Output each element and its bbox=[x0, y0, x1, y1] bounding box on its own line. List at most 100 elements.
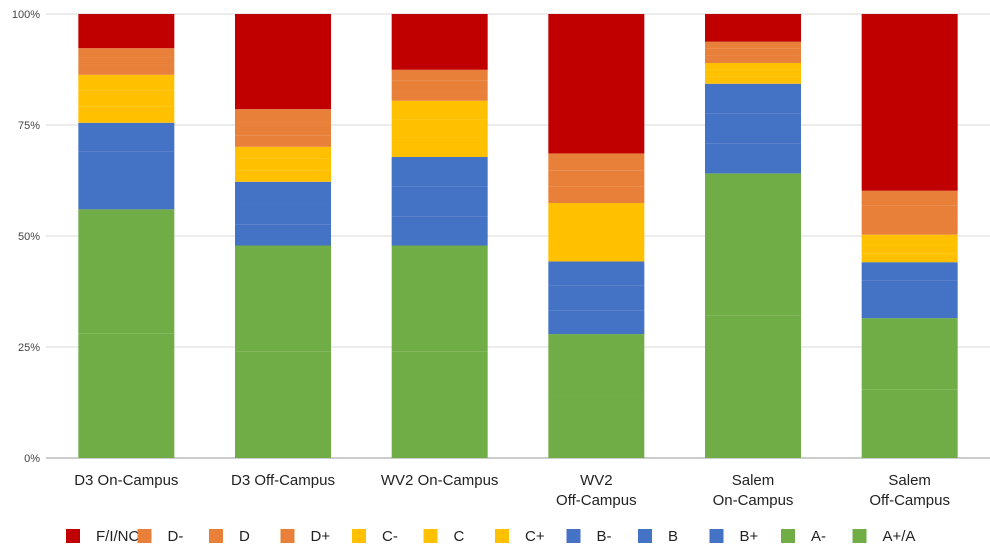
bar-segment bbox=[235, 135, 331, 147]
bar-segment bbox=[391, 80, 488, 92]
bar-segment bbox=[78, 14, 175, 49]
x-category-label: Off-Campus bbox=[869, 492, 950, 509]
bar-segment bbox=[548, 334, 645, 397]
bar-segment bbox=[78, 151, 175, 181]
legend-label: A- bbox=[811, 528, 826, 545]
bar-segment bbox=[391, 351, 488, 458]
bar-segment bbox=[861, 244, 958, 254]
bar-segment bbox=[78, 209, 175, 334]
legend-swatch bbox=[566, 529, 581, 543]
x-category-label: Salem bbox=[888, 472, 931, 489]
bar-segment bbox=[78, 90, 175, 107]
legend-label: D+ bbox=[311, 528, 331, 545]
bars bbox=[78, 14, 958, 458]
bar-segment bbox=[78, 74, 175, 91]
bar-segment bbox=[861, 299, 958, 319]
legend-swatch bbox=[209, 529, 223, 543]
legend: F/I/NC D- D D+ C- C C+ B- B B+ A- A+/A bbox=[66, 528, 915, 545]
legend-swatch bbox=[352, 529, 366, 543]
y-tick-label: 100% bbox=[12, 9, 40, 21]
bar-segment bbox=[705, 41, 801, 49]
bar-segment bbox=[78, 180, 175, 210]
x-category-label: WV2 On-Campus bbox=[381, 472, 499, 489]
legend-label: A+/A bbox=[883, 528, 916, 545]
bar-segment bbox=[391, 69, 488, 81]
bar-segment bbox=[391, 91, 488, 101]
gridlines bbox=[46, 13, 990, 459]
bar-segment bbox=[235, 203, 331, 225]
bar-segment bbox=[548, 153, 645, 171]
legend-swatch bbox=[495, 529, 509, 543]
bar-segment bbox=[391, 100, 488, 120]
bar-segment bbox=[548, 285, 645, 311]
bar-segment bbox=[705, 48, 801, 56]
y-tick-label: 75% bbox=[18, 120, 40, 132]
bar-segment bbox=[861, 389, 958, 458]
x-category-label: D3 Off-Campus bbox=[231, 472, 335, 489]
bar-segment bbox=[235, 224, 331, 246]
legend-label: C bbox=[454, 528, 465, 545]
bar-segment bbox=[705, 113, 801, 144]
bar-segment bbox=[861, 318, 958, 390]
legend-label: B+ bbox=[740, 528, 759, 545]
axes: 0% 25% 50% 75% 100% D3 On-Campus D3 Off-Campus… bbox=[12, 9, 950, 509]
legend-swatch bbox=[280, 529, 295, 543]
bar-segment bbox=[705, 55, 801, 63]
legend-swatch bbox=[781, 529, 795, 543]
bar-segment bbox=[861, 220, 958, 235]
legend-swatch bbox=[852, 529, 867, 543]
bar-segment bbox=[78, 57, 175, 66]
bar-segment bbox=[78, 333, 175, 458]
bar-segment bbox=[391, 137, 488, 157]
bar-segment bbox=[861, 280, 958, 300]
bar-segment bbox=[861, 190, 958, 206]
bar-segment bbox=[705, 173, 801, 316]
bar-segment bbox=[391, 216, 488, 246]
bar-segment bbox=[391, 14, 488, 70]
bar-segment bbox=[548, 203, 645, 223]
bar-segment bbox=[705, 143, 801, 174]
y-tick-label: 25% bbox=[18, 342, 40, 354]
bar-segment bbox=[861, 205, 958, 221]
legend-label: D bbox=[239, 528, 250, 545]
bar-segment bbox=[861, 253, 958, 263]
bar-segment bbox=[548, 14, 645, 154]
x-category-label: On-Campus bbox=[713, 492, 794, 509]
legend-label: D- bbox=[168, 528, 184, 545]
legend-label: B- bbox=[597, 528, 612, 545]
x-category-label: D3 On-Campus bbox=[74, 472, 178, 489]
bar-segment bbox=[78, 122, 175, 152]
bar-segment bbox=[705, 76, 801, 84]
bar-segment bbox=[391, 156, 488, 187]
legend-swatch bbox=[638, 529, 652, 543]
bar-segment bbox=[705, 14, 801, 42]
bar-segment bbox=[705, 315, 801, 458]
bar-segment bbox=[78, 106, 175, 123]
bar-segment bbox=[391, 119, 488, 138]
legend-swatch bbox=[423, 529, 438, 543]
bar-segment bbox=[235, 122, 331, 136]
bar-segment bbox=[78, 48, 175, 58]
bar-segment bbox=[235, 181, 331, 204]
bar-segment bbox=[235, 351, 331, 458]
legend-swatch bbox=[709, 529, 724, 543]
bar-segment bbox=[861, 14, 958, 191]
x-category-label: Off-Campus bbox=[556, 492, 637, 509]
bar-segment bbox=[861, 262, 958, 281]
bar-segment bbox=[548, 310, 645, 335]
bar-segment bbox=[235, 14, 331, 110]
legend-label: C+ bbox=[525, 528, 545, 545]
bar-segment bbox=[705, 69, 801, 77]
y-tick-label: 0% bbox=[24, 453, 40, 465]
legend-label: C- bbox=[382, 528, 398, 545]
bar-segment bbox=[78, 65, 175, 75]
y-tick-label: 50% bbox=[18, 231, 40, 243]
legend-label: B bbox=[668, 528, 678, 545]
bar-segment bbox=[548, 186, 645, 204]
x-category-label: WV2 bbox=[580, 472, 613, 489]
bar-segment bbox=[391, 186, 488, 217]
bar-segment bbox=[391, 245, 488, 352]
bar-segment bbox=[861, 234, 958, 245]
x-category-label: Salem bbox=[732, 472, 775, 489]
